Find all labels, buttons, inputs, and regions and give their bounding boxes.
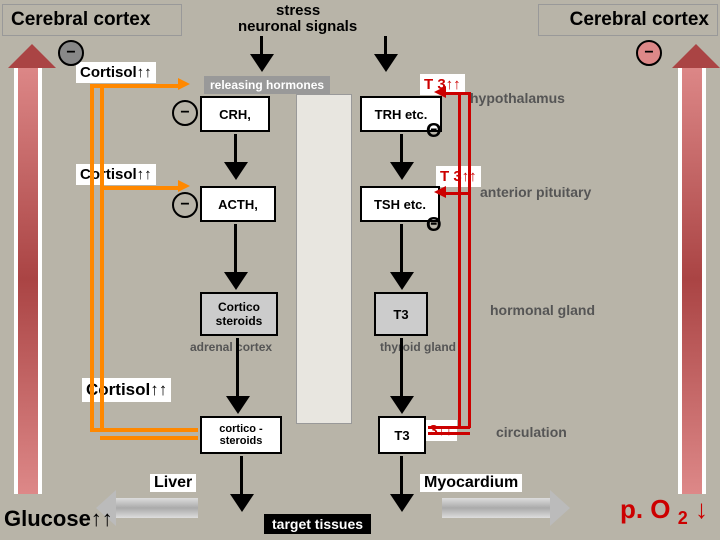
po2-text: p. O <box>620 494 671 524</box>
orange-h-bot <box>90 428 198 432</box>
thyroid-label: thyroid gland <box>380 340 456 354</box>
orange-h-bot2 <box>100 436 198 440</box>
cortico2-box: cortico - steroids <box>200 416 282 454</box>
d-r1r <box>390 162 414 180</box>
big-arrow-right <box>678 64 706 494</box>
myo-label: Myocardium <box>420 474 522 492</box>
orange-h-1 <box>90 84 180 88</box>
theta-2: Θ <box>426 214 442 237</box>
red-h-1 <box>444 92 468 95</box>
crh-box: CRH, <box>200 96 270 132</box>
d-r2l <box>224 272 248 290</box>
hormgland-label: hormonal gland <box>490 302 595 318</box>
stress-label: stress <box>276 2 320 19</box>
d-r1l <box>224 162 248 180</box>
d-r2r <box>390 272 414 290</box>
po2-arrow: ↓ <box>695 494 708 524</box>
d-r4l <box>230 494 254 512</box>
orange-arr-2 <box>178 180 190 192</box>
neg-circle-right: − <box>636 40 662 66</box>
red-arr-1 <box>434 86 446 98</box>
hgray-right <box>442 498 552 518</box>
header-left: Cerebral cortex <box>2 4 182 36</box>
acth-box: ACTH, <box>200 186 276 222</box>
v-r3r <box>400 338 403 398</box>
orange-v1 <box>90 84 94 430</box>
d-r3l <box>226 396 250 414</box>
t3-box: T3 <box>374 292 428 336</box>
neg-acth: − <box>172 192 198 218</box>
vline-tr <box>384 36 387 56</box>
v-r4l <box>240 456 243 496</box>
d-r3r <box>390 396 414 414</box>
hgray-left <box>112 498 198 518</box>
v-r4r <box>400 456 403 496</box>
po2-sub: 2 <box>678 508 688 528</box>
neuronal-label: neuronal signals <box>238 18 357 35</box>
orange-v2 <box>100 84 104 430</box>
red-v1 <box>458 92 461 428</box>
cortisol-label-1: Cortisol↑↑ <box>76 62 156 83</box>
releasing-label: releasing hormones <box>204 76 330 94</box>
hypothalamus-label: hypothalamus <box>470 90 565 106</box>
d-r4r <box>390 494 414 512</box>
big-arrow-left <box>14 64 42 494</box>
v-r3l <box>236 338 239 398</box>
po2-label: p. O 2 ↓ <box>620 494 708 529</box>
red-h-bot <box>428 426 470 429</box>
darr-tl <box>250 54 274 72</box>
neg-circle-left: − <box>58 40 84 66</box>
target-label: target tissues <box>264 514 371 534</box>
red-h-bot2 <box>428 432 470 435</box>
glucose-label: Glucose↑↑ <box>4 506 113 532</box>
center-column <box>296 94 352 424</box>
header-right: Cerebral cortex <box>538 4 718 36</box>
red-v2 <box>468 92 471 428</box>
adrenal-label: adrenal cortex <box>190 340 272 354</box>
v-r1r <box>400 134 403 164</box>
orange-h-2 <box>100 186 180 190</box>
v-r2r <box>400 224 403 274</box>
vline-tl <box>260 36 263 56</box>
theta-1: Θ <box>426 120 442 143</box>
cortico-box: Cortico steroids <box>200 292 278 336</box>
neg-crh: − <box>172 100 198 126</box>
t3-box-2: T3 <box>378 416 426 454</box>
cortisol-label-2: Cortisol↑↑ <box>76 164 156 185</box>
darr-tr <box>374 54 398 72</box>
cortisol-label-3: Cortisol↑↑ <box>82 378 171 402</box>
liver-label: Liver <box>150 474 196 492</box>
orange-arr-1 <box>178 78 190 90</box>
red-h-2 <box>444 192 468 195</box>
circ-label: circulation <box>496 424 567 440</box>
v-r2l <box>234 224 237 274</box>
v-r1l <box>234 134 237 164</box>
antpit-label: anterior pituitary <box>480 184 591 200</box>
hgray-right-head <box>550 490 570 526</box>
red-arr-2 <box>434 186 446 198</box>
